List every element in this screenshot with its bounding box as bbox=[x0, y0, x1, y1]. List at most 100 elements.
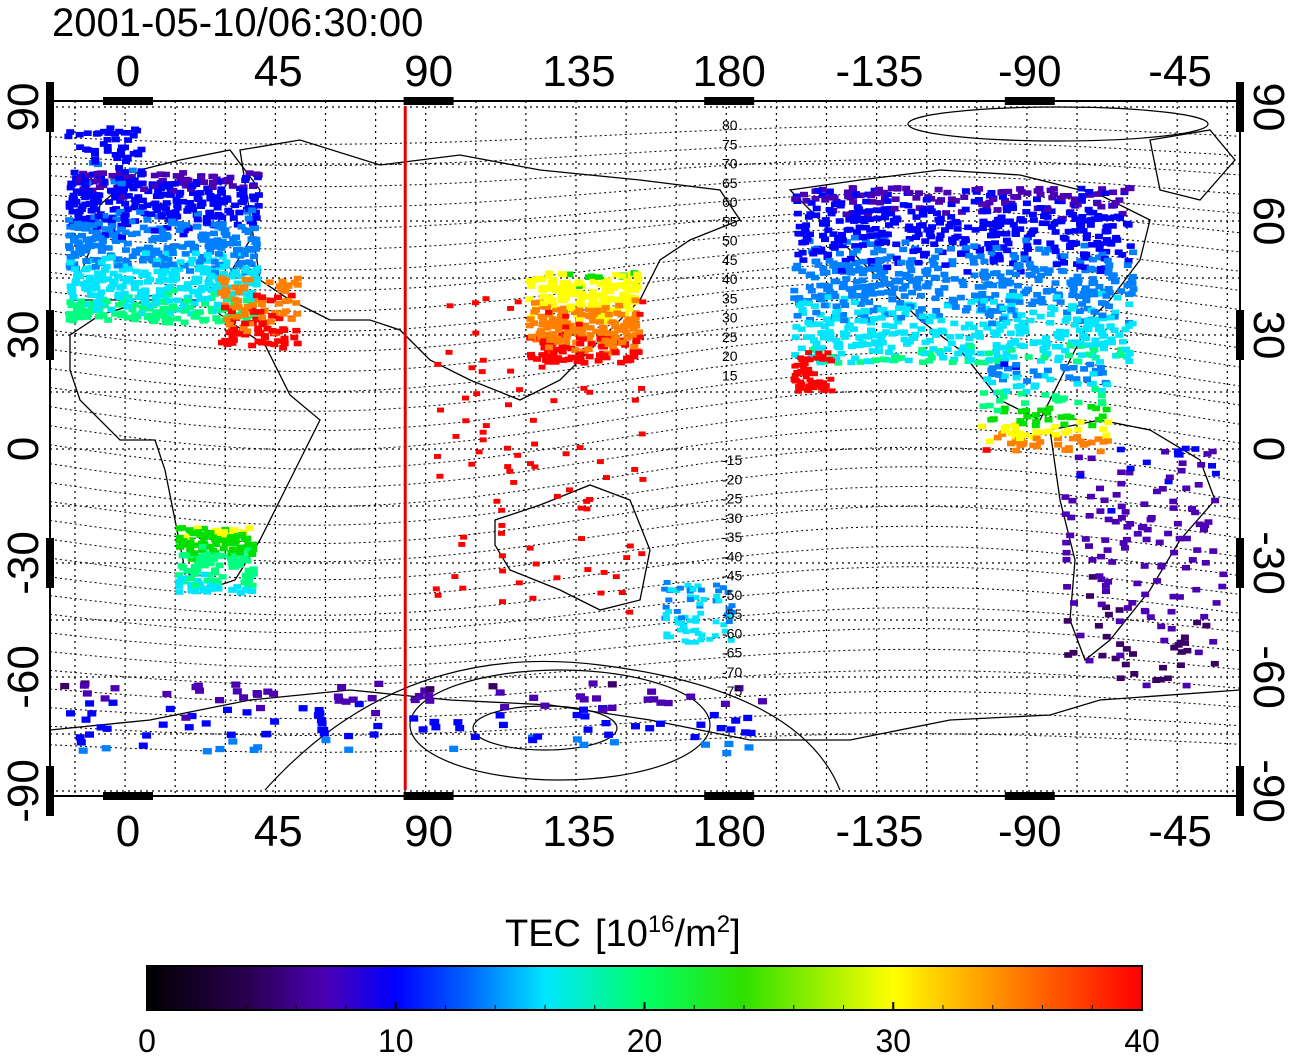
tec-cell bbox=[601, 337, 610, 344]
tec-cell bbox=[606, 288, 615, 294]
frame-tick bbox=[46, 538, 54, 588]
tec-cell bbox=[882, 239, 891, 246]
tec-cell bbox=[1073, 201, 1082, 208]
tec-cell bbox=[242, 297, 251, 304]
tec-cell bbox=[553, 493, 561, 499]
tec-cell bbox=[881, 322, 890, 329]
tec-cell bbox=[798, 299, 807, 305]
tec-cell bbox=[409, 715, 419, 722]
tec-cell bbox=[1125, 469, 1134, 476]
tec-cell bbox=[1029, 217, 1038, 223]
tec-cell bbox=[76, 250, 85, 257]
contour-value-label: -50 bbox=[722, 587, 742, 603]
tec-cell bbox=[277, 287, 286, 293]
tec-cell bbox=[1062, 556, 1071, 563]
tec-cell bbox=[81, 285, 90, 292]
tec-cell bbox=[544, 359, 553, 365]
tec-cell bbox=[1212, 600, 1221, 606]
tec-cell bbox=[553, 320, 562, 326]
tec-cell bbox=[268, 313, 277, 319]
tec-cell bbox=[209, 547, 217, 554]
tec-cell bbox=[425, 697, 435, 704]
tec-cell bbox=[861, 292, 870, 298]
tec-cell bbox=[724, 740, 734, 748]
tec-cell bbox=[1077, 352, 1086, 358]
tec-cell bbox=[908, 289, 917, 296]
tec-cell bbox=[227, 305, 236, 311]
tec-cell bbox=[1025, 261, 1034, 267]
tec-cell bbox=[799, 257, 808, 263]
tec-cell bbox=[1181, 445, 1190, 452]
tec-cell bbox=[73, 309, 81, 316]
tec-cell bbox=[218, 189, 226, 196]
tec-cell bbox=[252, 246, 261, 252]
tec-cell bbox=[941, 227, 949, 233]
tec-cell bbox=[242, 572, 251, 579]
tec-cell bbox=[81, 266, 90, 273]
tec-cell bbox=[960, 324, 969, 331]
tec-cell bbox=[1036, 205, 1045, 211]
tec-cell bbox=[920, 252, 928, 259]
tec-cell bbox=[548, 302, 557, 308]
tec-cell bbox=[250, 253, 259, 259]
tec-cell bbox=[874, 240, 883, 247]
tec-cell bbox=[819, 270, 828, 276]
tec-cell bbox=[607, 681, 617, 688]
tec-cell bbox=[472, 330, 480, 336]
tec-cell bbox=[76, 739, 86, 746]
tec-cell bbox=[1093, 240, 1102, 246]
tec-cell bbox=[667, 587, 675, 593]
tec-cell bbox=[901, 311, 910, 318]
tec-cell bbox=[859, 258, 868, 265]
tec-cell bbox=[1061, 347, 1070, 354]
tec-cell bbox=[544, 273, 553, 279]
tec-cell bbox=[175, 589, 184, 595]
tec-cell bbox=[802, 374, 810, 380]
tec-cell bbox=[1127, 277, 1136, 284]
tec-cell bbox=[574, 289, 583, 296]
tec-cell bbox=[102, 298, 111, 304]
tec-cell bbox=[194, 266, 203, 273]
tec-cell bbox=[976, 253, 985, 260]
tec-cell bbox=[239, 694, 249, 701]
tec-cell bbox=[211, 286, 220, 293]
tec-cell bbox=[966, 343, 975, 350]
tec-cell bbox=[970, 272, 979, 279]
tec-cell bbox=[215, 261, 224, 268]
tec-cell bbox=[1029, 340, 1038, 347]
tec-cell bbox=[850, 234, 859, 241]
tec-cell bbox=[197, 174, 205, 180]
tec-cell bbox=[856, 301, 865, 307]
tec-cell bbox=[602, 302, 611, 308]
tec-cell bbox=[720, 622, 728, 628]
tec-cell bbox=[122, 247, 130, 253]
tec-cell bbox=[929, 328, 937, 335]
tec-cell bbox=[194, 291, 203, 298]
tec-cell bbox=[939, 328, 948, 335]
tec-cell bbox=[819, 334, 828, 341]
tec-cell bbox=[65, 204, 74, 210]
tec-cell bbox=[758, 698, 767, 705]
tec-cell bbox=[872, 207, 881, 213]
tec-cell bbox=[998, 194, 1007, 200]
tec-cell bbox=[92, 285, 101, 291]
tec-cell bbox=[871, 273, 880, 280]
tec-cell bbox=[159, 255, 168, 262]
tec-cell bbox=[1077, 198, 1086, 204]
tec-cell bbox=[967, 299, 976, 305]
tec-cell bbox=[1211, 470, 1220, 477]
tec-cell bbox=[988, 320, 997, 327]
tec-cell bbox=[67, 180, 76, 187]
tec-cell bbox=[974, 359, 983, 366]
top-lon-label: -90 bbox=[998, 47, 1062, 96]
tec-cell bbox=[1004, 365, 1012, 372]
tec-cell bbox=[218, 225, 227, 232]
tec-cell bbox=[1123, 282, 1132, 289]
tec-cell bbox=[106, 125, 115, 131]
tec-cell bbox=[1178, 460, 1187, 466]
tec-cell bbox=[504, 464, 512, 469]
tec-cell bbox=[985, 438, 994, 445]
tec-cell bbox=[458, 542, 466, 547]
tec-cell bbox=[434, 592, 442, 598]
tec-cell bbox=[119, 298, 128, 304]
